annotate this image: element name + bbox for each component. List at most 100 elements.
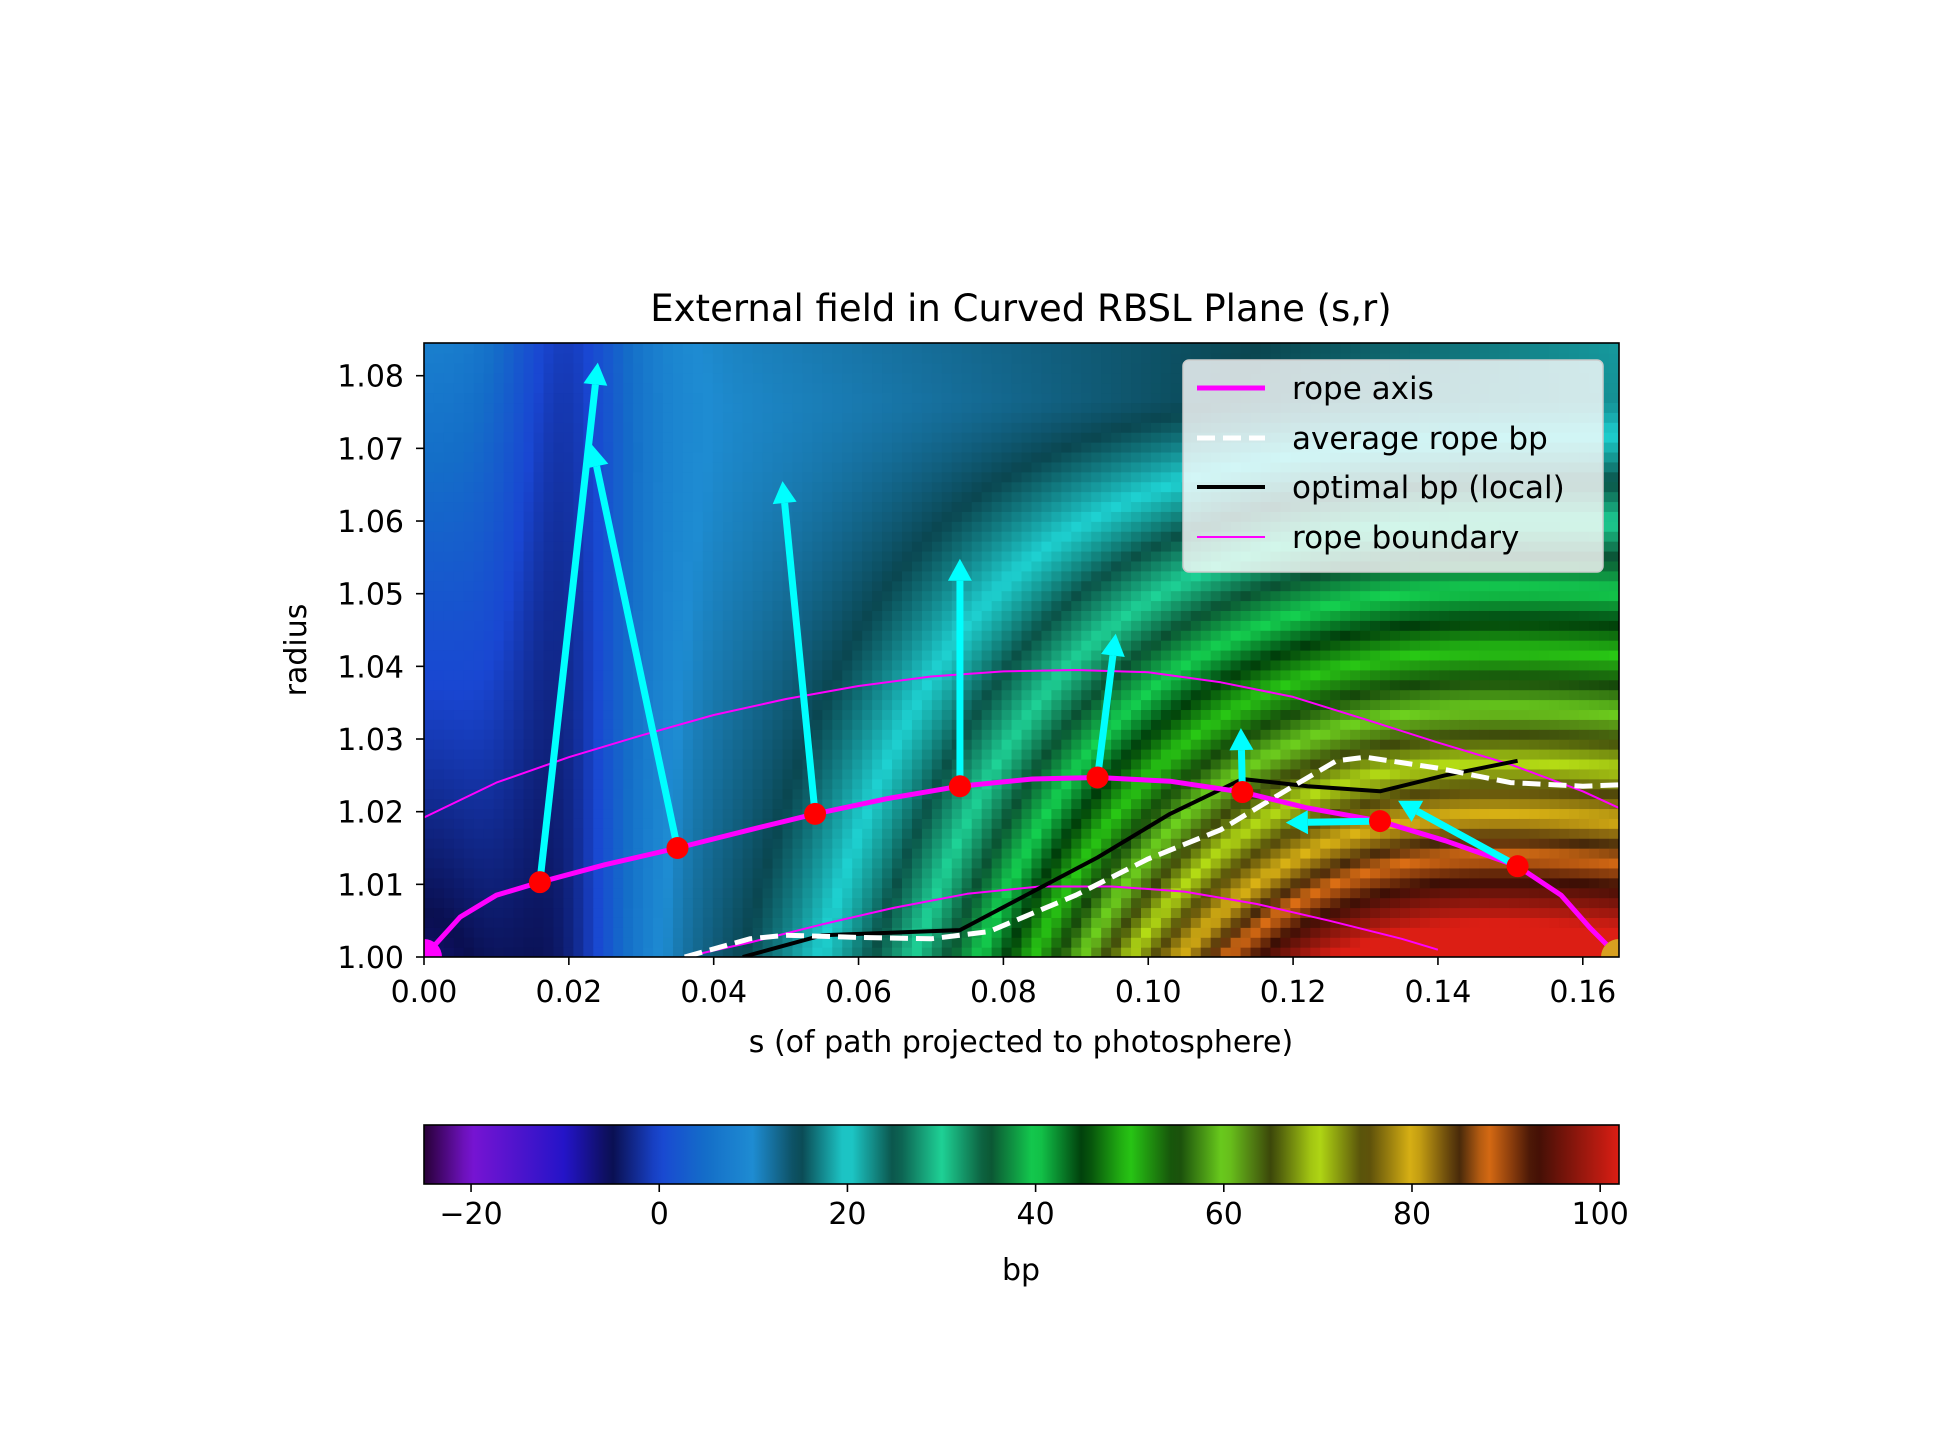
heatmap-cell xyxy=(593,838,604,849)
heatmap-cell xyxy=(812,372,823,384)
heatmap-cell xyxy=(613,471,624,483)
heatmap-cell xyxy=(762,719,774,730)
heatmap-cell xyxy=(991,521,1003,532)
heatmap-cell xyxy=(1041,788,1052,800)
heatmap-cell xyxy=(1121,343,1132,354)
heatmap-cell xyxy=(424,857,435,869)
heatmap-cell xyxy=(892,550,903,562)
heatmap-cell xyxy=(921,749,933,760)
heatmap-cell xyxy=(981,412,993,423)
heatmap-cell xyxy=(911,570,923,582)
heatmap-cell xyxy=(1011,778,1023,790)
heatmap-cell xyxy=(1121,650,1132,661)
heatmap-cell xyxy=(1041,838,1052,849)
heatmap-cell xyxy=(892,739,903,750)
heatmap-cell xyxy=(812,650,823,661)
heatmap-cell xyxy=(653,382,664,394)
heatmap-cell xyxy=(553,471,565,483)
heatmap-cell xyxy=(1121,511,1132,522)
heatmap-cell xyxy=(672,778,684,790)
heatmap-cell xyxy=(842,877,853,889)
heatmap-cell xyxy=(563,778,574,790)
heatmap-cell xyxy=(1091,451,1102,463)
heatmap-cell xyxy=(543,412,555,423)
heatmap-cell xyxy=(1011,788,1023,800)
heatmap-cell xyxy=(931,877,943,889)
heatmap-cell xyxy=(772,382,784,394)
heatmap-cell xyxy=(1001,402,1013,413)
heatmap-cell xyxy=(832,788,843,800)
heatmap-cell xyxy=(892,650,903,661)
heatmap-cell xyxy=(792,560,804,572)
heatmap-cell xyxy=(1001,343,1013,354)
heatmap-cell xyxy=(443,749,455,760)
heatmap-cell xyxy=(513,838,525,849)
heatmap-cell xyxy=(682,659,694,671)
heatmap-cell xyxy=(941,778,953,790)
heatmap-cell xyxy=(921,590,933,602)
heatmap-cell xyxy=(463,471,475,483)
heatmap-cell xyxy=(991,788,1003,800)
heatmap-cell xyxy=(882,788,893,800)
heatmap-cell xyxy=(971,600,983,611)
heatmap-cell xyxy=(473,402,485,413)
heatmap-cell xyxy=(872,699,883,711)
heatmap-cell xyxy=(1150,640,1162,651)
heatmap-cell xyxy=(1220,739,1232,750)
heatmap-cell xyxy=(792,580,804,592)
heatmap-cell xyxy=(1041,640,1052,651)
heatmap-cell xyxy=(852,857,863,869)
heatmap-cell xyxy=(971,461,983,473)
heatmap-cell xyxy=(911,640,923,651)
heatmap-cell xyxy=(981,937,993,948)
heatmap-cell xyxy=(911,550,923,562)
heatmap-cell xyxy=(493,630,505,641)
heatmap-cell xyxy=(1131,511,1142,522)
heatmap-cell xyxy=(493,412,505,423)
heatmap-cell xyxy=(921,570,933,582)
heatmap-cell xyxy=(573,848,584,859)
heatmap-cell xyxy=(1001,481,1013,493)
heatmap-cell xyxy=(692,560,704,572)
heatmap-cell xyxy=(1031,471,1043,483)
heatmap-cell xyxy=(433,432,445,443)
heatmap-cell xyxy=(1061,521,1072,532)
heatmap-cell xyxy=(971,531,983,542)
heatmap-cell xyxy=(852,937,863,948)
heatmap-cell xyxy=(1141,362,1152,374)
heatmap-cell xyxy=(424,590,435,602)
heatmap-cell xyxy=(1031,897,1043,909)
heatmap-cell xyxy=(862,600,873,611)
heatmap-cell xyxy=(712,352,724,364)
heatmap-cell xyxy=(911,580,923,592)
heatmap-cell xyxy=(772,917,784,928)
heatmap-cell xyxy=(971,343,983,354)
heatmap-cell xyxy=(563,699,574,711)
heatmap-cell xyxy=(981,521,993,532)
heatmap-cell xyxy=(872,640,883,651)
heatmap-cell xyxy=(653,541,664,552)
heatmap-cell xyxy=(473,689,485,701)
heatmap-cell xyxy=(1131,907,1142,918)
heatmap-cell xyxy=(623,640,634,651)
heatmap-cell xyxy=(433,610,445,621)
heatmap-cell xyxy=(971,362,983,374)
heatmap-cell xyxy=(503,620,515,631)
heatmap-cell xyxy=(433,679,445,691)
heatmap-cell xyxy=(732,758,744,770)
heatmap-cell xyxy=(433,650,445,661)
heatmap-cell xyxy=(1210,739,1222,750)
heatmap-cell xyxy=(732,580,744,592)
heatmap-cell xyxy=(453,392,465,404)
heatmap-cell xyxy=(852,897,863,909)
heatmap-cell xyxy=(961,848,973,859)
heatmap-cell xyxy=(961,897,973,909)
heatmap-cell xyxy=(672,729,684,740)
heatmap-cell xyxy=(1180,600,1192,611)
heatmap-cell xyxy=(1170,343,1182,354)
heatmap-cell xyxy=(533,917,545,928)
heatmap-cell xyxy=(1061,392,1072,404)
heatmap-cell xyxy=(663,362,674,374)
heatmap-cell xyxy=(742,887,754,899)
heatmap-cell xyxy=(1200,848,1212,859)
